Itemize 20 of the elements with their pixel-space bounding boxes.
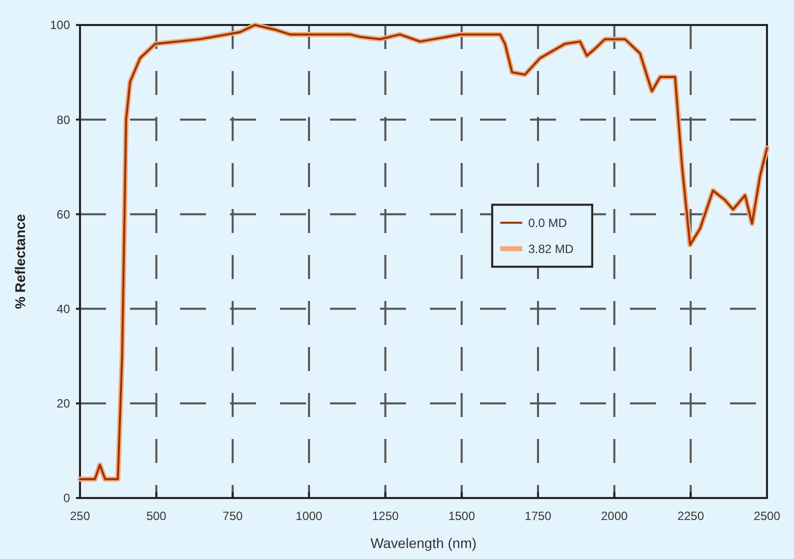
legend-label: 0.0 MD xyxy=(528,216,568,230)
y-tick-label: 40 xyxy=(56,302,70,316)
x-tick-label: 2000 xyxy=(600,509,628,523)
y-tick-label: 100 xyxy=(50,18,70,32)
y-tick-label: 80 xyxy=(56,112,70,127)
x-tick-label: 2500 xyxy=(754,509,781,523)
x-tick-label: 1000 xyxy=(296,509,323,523)
y-tick-label: 60 xyxy=(56,207,70,222)
x-tick-label: 1750 xyxy=(524,509,552,523)
y-tick-label: 20 xyxy=(56,396,70,411)
x-tick-label: 1500 xyxy=(448,509,476,523)
y-axis-title: % Reflectance xyxy=(12,214,28,309)
legend-label: 3.82 MD xyxy=(528,242,574,256)
x-axis-title: Wavelength (nm) xyxy=(370,535,477,551)
x-tick-label: 2250 xyxy=(677,509,704,523)
x-tick-label: 750 xyxy=(222,509,243,523)
x-tick-label: 1250 xyxy=(372,509,400,523)
x-tick-label: 250 xyxy=(70,509,90,523)
y-tick-label: 0 xyxy=(63,491,70,506)
x-tick-label: 500 xyxy=(146,509,167,523)
